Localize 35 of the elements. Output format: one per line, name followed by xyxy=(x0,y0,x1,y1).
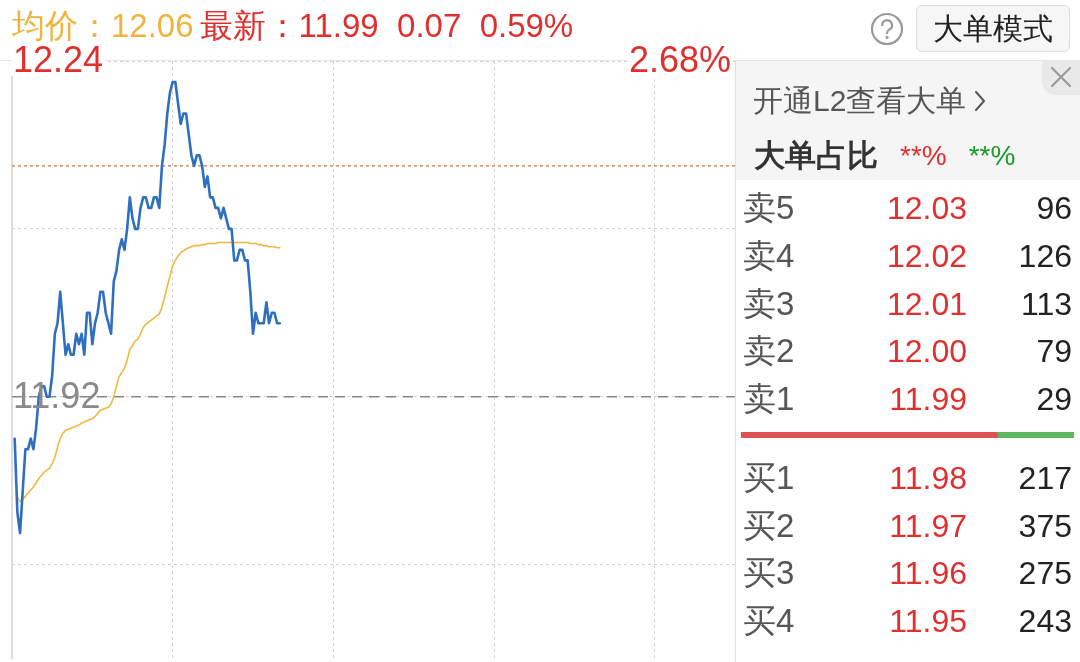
data-label: 217 xyxy=(1018,458,1072,498)
data-label: 12.00 xyxy=(886,332,967,372)
chart-title: 均价：12.06 xyxy=(12,7,194,44)
data-label: 275 xyxy=(1018,554,1072,594)
text: **% xyxy=(968,139,1016,173)
annotation: 2.68% xyxy=(628,38,731,80)
category-label: 卖1 xyxy=(743,379,795,419)
chart-subtitle: 最新：11.99 0.07 0.59% xyxy=(199,7,574,44)
category-label: 卖3 xyxy=(743,283,795,324)
category-label: 卖2 xyxy=(743,331,795,372)
data-label: 11.96 xyxy=(889,554,967,594)
data-label: 79 xyxy=(1036,332,1072,372)
category-label: 卖5 xyxy=(743,188,795,228)
data-label: 11.97 xyxy=(889,506,967,546)
text: 开通L2查看大单 xyxy=(753,83,967,119)
mode-button[interactable]: 大单模式 xyxy=(916,5,1070,52)
data-label: 11.99 xyxy=(889,380,967,419)
category-label: 买1 xyxy=(743,457,795,498)
data-label: 29 xyxy=(1036,380,1072,419)
data-label: 12.02 xyxy=(886,236,967,276)
data-label: 11.95 xyxy=(889,602,967,641)
category-label: 买3 xyxy=(743,553,795,594)
data-label: 12.03 xyxy=(886,189,967,228)
data-label: 113 xyxy=(1020,284,1072,324)
data-label: 12.01 xyxy=(886,284,967,324)
category-label: 卖4 xyxy=(743,235,795,276)
data-label: 243 xyxy=(1018,602,1072,641)
data-label: 96 xyxy=(1036,189,1072,228)
data-label: 375 xyxy=(1018,506,1072,546)
text: 大单占比 xyxy=(754,137,878,175)
category-label: 买4 xyxy=(743,601,795,641)
data-label: 11.98 xyxy=(889,458,967,498)
text: **% xyxy=(900,139,947,173)
data-label: 126 xyxy=(1018,236,1072,276)
category-label: 买2 xyxy=(743,505,795,546)
